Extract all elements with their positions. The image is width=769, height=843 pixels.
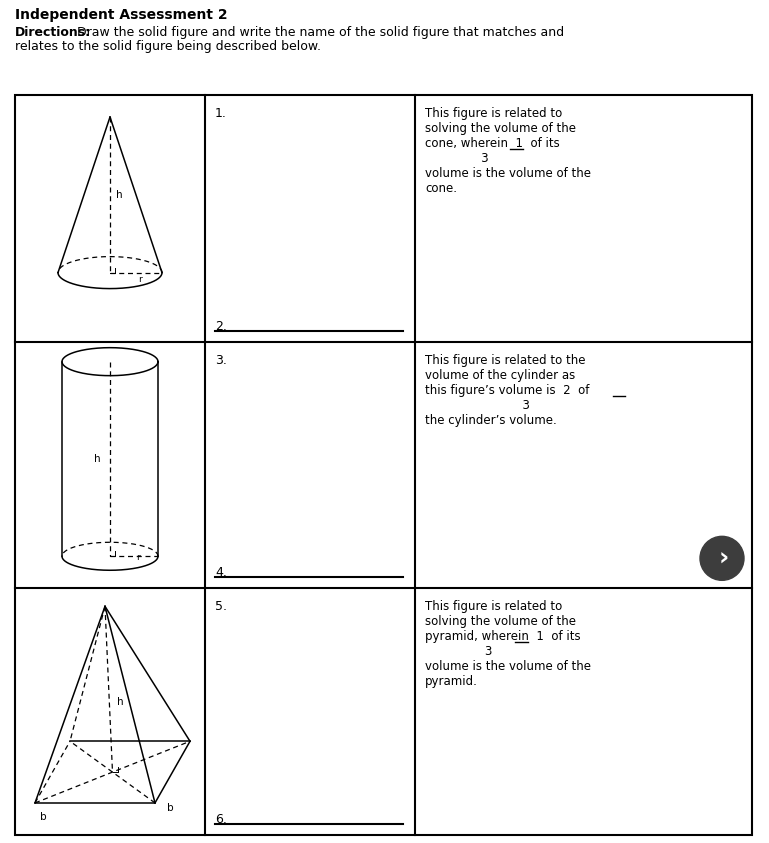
Text: volume is the volume of the: volume is the volume of the — [425, 660, 591, 674]
Text: h: h — [116, 190, 122, 200]
Text: h: h — [116, 697, 123, 707]
Text: solving the volume of the: solving the volume of the — [425, 122, 576, 135]
Text: 6.: 6. — [215, 813, 227, 826]
Text: pyramid.: pyramid. — [425, 675, 478, 689]
Text: r: r — [138, 275, 142, 283]
Text: volume is the volume of the: volume is the volume of the — [425, 167, 591, 180]
Text: cone.: cone. — [425, 182, 457, 195]
Text: 1.: 1. — [215, 107, 227, 120]
Text: b: b — [40, 812, 47, 822]
Text: pyramid, wherein  1  of its: pyramid, wherein 1 of its — [425, 631, 581, 643]
Text: 3: 3 — [425, 646, 492, 658]
Circle shape — [700, 536, 744, 580]
Text: 5.: 5. — [215, 600, 227, 614]
Text: this figure’s volume is  2  of: this figure’s volume is 2 of — [425, 384, 589, 397]
Text: 3.: 3. — [215, 354, 227, 367]
Text: Draw the solid figure and write the name of the solid figure that matches and: Draw the solid figure and write the name… — [73, 26, 564, 39]
Text: This figure is related to: This figure is related to — [425, 107, 562, 120]
Text: Independent Assessment 2: Independent Assessment 2 — [15, 8, 228, 22]
Text: 2.: 2. — [215, 319, 227, 333]
Text: h: h — [94, 454, 101, 464]
Text: 3: 3 — [425, 399, 530, 411]
Text: solving the volume of the: solving the volume of the — [425, 615, 576, 628]
Text: Directions:: Directions: — [15, 26, 91, 39]
Text: relates to the solid figure being described below.: relates to the solid figure being descri… — [15, 40, 321, 53]
Text: This figure is related to: This figure is related to — [425, 600, 562, 614]
Text: ›: › — [719, 546, 729, 571]
Text: 3: 3 — [425, 152, 488, 165]
Text: the cylinder’s volume.: the cylinder’s volume. — [425, 414, 557, 427]
Text: b: b — [167, 803, 174, 813]
Bar — [15, 95, 752, 835]
Text: r: r — [136, 553, 140, 562]
Text: volume of the cylinder as: volume of the cylinder as — [425, 368, 575, 382]
Text: 4.: 4. — [215, 566, 227, 579]
Text: This figure is related to the: This figure is related to the — [425, 354, 585, 367]
Text: cone, wherein  1  of its: cone, wherein 1 of its — [425, 137, 560, 150]
